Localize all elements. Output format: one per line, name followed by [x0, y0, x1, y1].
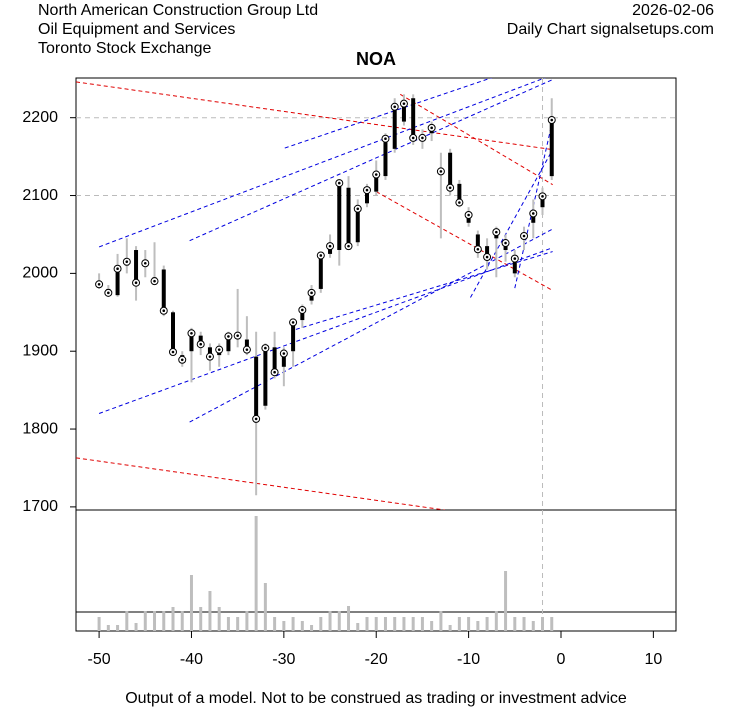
- close-dot: [365, 188, 369, 192]
- close-dot: [448, 186, 452, 190]
- trend-line: [470, 149, 554, 298]
- close-dot: [236, 334, 239, 337]
- close-dot: [254, 417, 258, 421]
- y-tick-label: 1800: [22, 420, 58, 437]
- close-dot: [356, 207, 360, 211]
- close-dot: [171, 350, 175, 354]
- close-dot: [116, 267, 119, 271]
- close-dot: [107, 291, 110, 295]
- chart-title: NOA: [356, 49, 396, 69]
- close-dot: [125, 260, 129, 263]
- header-text: Oil Equipment and Services: [38, 21, 235, 38]
- close-dot: [301, 308, 304, 312]
- trend-line: [189, 79, 553, 242]
- close-dot: [319, 254, 323, 257]
- close-dot: [476, 247, 480, 251]
- close-dot: [541, 195, 544, 198]
- close-dot: [402, 102, 406, 105]
- y-tick-label: 2200: [22, 109, 58, 126]
- close-dot: [550, 118, 554, 122]
- trend-line: [76, 81, 553, 151]
- trend-line: [76, 457, 445, 510]
- header-text: North American Construction Group Ltd: [38, 2, 318, 19]
- close-dot: [347, 244, 350, 248]
- close-dot: [217, 348, 221, 351]
- trend-line: [375, 191, 553, 291]
- trend-line: [284, 78, 493, 149]
- close-dot: [245, 348, 249, 351]
- close-dot: [374, 173, 378, 176]
- x-tick-label: -20: [365, 651, 388, 668]
- close-dot: [384, 137, 387, 141]
- close-dot: [393, 105, 397, 109]
- x-tick-label: 0: [557, 651, 566, 668]
- close-dot: [97, 282, 101, 286]
- close-dot: [337, 181, 341, 185]
- close-dot: [421, 136, 424, 140]
- y-tick-label: 2100: [22, 187, 58, 204]
- trend-line: [189, 228, 553, 423]
- close-dot: [522, 234, 526, 238]
- close-dot: [180, 358, 184, 362]
- close-dot: [190, 332, 193, 335]
- x-tick-label: -10: [457, 651, 480, 668]
- header-text: Daily Chart signalsetups.com: [507, 21, 714, 38]
- header-text: 2026-02-06: [632, 2, 714, 19]
- close-dot: [458, 201, 461, 204]
- close-dot: [513, 257, 517, 260]
- close-dot: [430, 126, 433, 130]
- close-dot: [411, 136, 415, 140]
- close-dot: [467, 213, 470, 217]
- footer-text: Output of a model. Not to be construed a…: [125, 690, 627, 707]
- close-dot: [485, 255, 489, 259]
- trend-line: [399, 93, 553, 186]
- close-dot: [328, 244, 332, 248]
- close-dot: [208, 355, 212, 358]
- y-tick-label: 2000: [22, 265, 58, 282]
- header-text: Toronto Stock Exchange: [38, 40, 212, 57]
- close-dot: [504, 241, 507, 245]
- close-dot: [291, 321, 295, 324]
- close-dot: [227, 335, 230, 338]
- y-tick-label: 1700: [22, 498, 58, 515]
- x-tick-label: -50: [88, 651, 111, 668]
- close-dot: [531, 212, 535, 215]
- close-dot: [439, 170, 443, 173]
- y-tick-label: 1900: [22, 342, 58, 359]
- close-dot: [199, 342, 203, 346]
- close-dot: [153, 279, 156, 283]
- close-dot: [495, 230, 498, 234]
- close-dot: [162, 309, 166, 313]
- x-tick-label: -40: [180, 651, 203, 668]
- trend-line: [295, 251, 553, 330]
- close-dot: [134, 281, 138, 285]
- close-dot: [273, 370, 276, 374]
- x-tick-label: 10: [644, 651, 662, 668]
- trend-line: [98, 78, 546, 248]
- close-dot: [282, 352, 286, 355]
- close-dot: [264, 346, 267, 350]
- close-dot: [143, 261, 147, 265]
- trend-line: [98, 247, 553, 414]
- x-tick-label: -30: [272, 651, 295, 668]
- close-dot: [310, 291, 313, 295]
